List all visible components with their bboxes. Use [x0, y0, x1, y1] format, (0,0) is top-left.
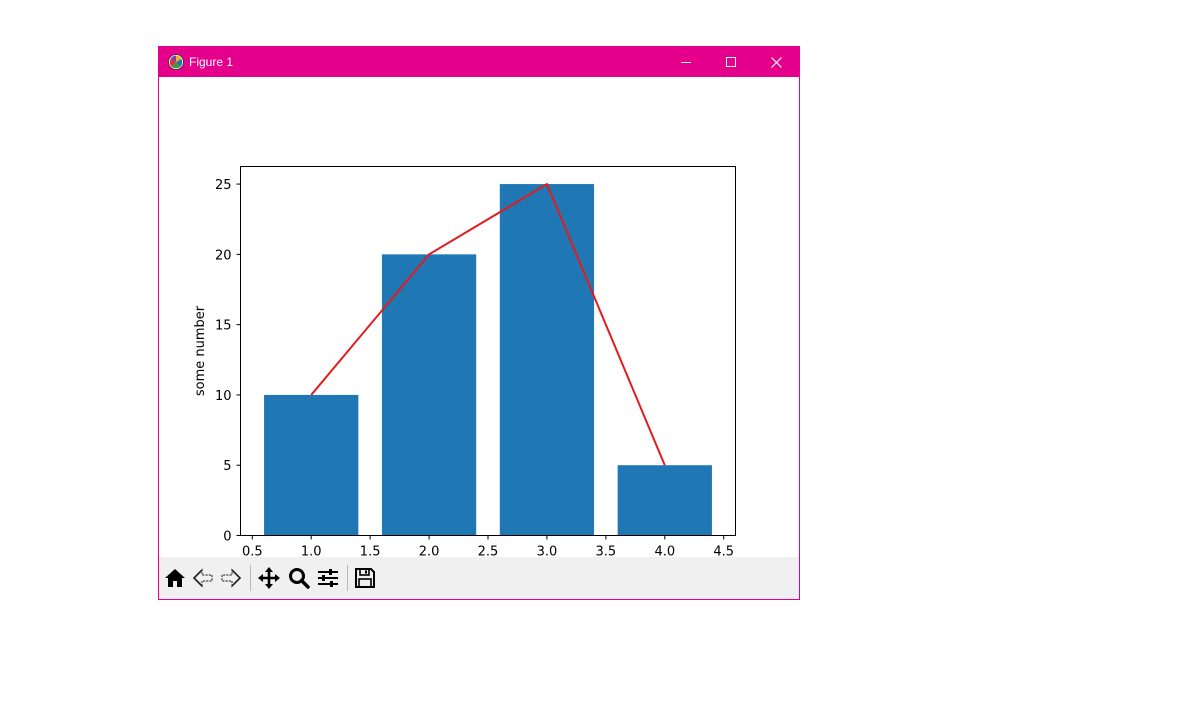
- forward-icon: [221, 568, 242, 588]
- x-tick-label: 3.0: [537, 545, 558, 558]
- x-tick-label: 1.0: [301, 545, 322, 558]
- configure-subplots-button[interactable]: [316, 566, 340, 590]
- save-button[interactable]: [353, 566, 377, 590]
- forward-button[interactable]: [219, 566, 243, 590]
- y-tick-label: 5: [223, 459, 231, 474]
- window-title: Figure 1: [189, 55, 234, 69]
- close-icon: [770, 56, 782, 68]
- bar: [617, 465, 712, 536]
- matplotlib-icon: [168, 54, 184, 70]
- title-bar[interactable]: Figure 1: [159, 47, 799, 77]
- y-axis-label: some number: [193, 305, 208, 396]
- x-tick-label: 4.0: [654, 545, 675, 558]
- maximize-icon: [726, 57, 736, 67]
- pan-icon: [258, 567, 280, 589]
- x-tick-label: 1.5: [360, 545, 381, 558]
- back-icon: [192, 568, 213, 588]
- figure-window: Figure 1 0.5 1.0 1.5 2.0 2.5 3.0 3.5 4.0 4.5 0 5 10…: [158, 46, 800, 600]
- pan-button[interactable]: [257, 566, 281, 590]
- y-tick-label: 25: [215, 178, 232, 193]
- zoom-icon: [289, 568, 310, 589]
- maximize-button[interactable]: [708, 47, 754, 77]
- line-series: [310, 182, 666, 466]
- minimize-icon: [681, 62, 691, 63]
- configure-subplots-icon: [318, 569, 338, 587]
- close-button[interactable]: [753, 47, 799, 77]
- zoom-button[interactable]: [287, 566, 311, 590]
- bar: [381, 254, 477, 536]
- home-button[interactable]: [163, 566, 187, 590]
- toolbar-separator: [347, 565, 348, 591]
- y-tick-label: 10: [215, 389, 232, 404]
- x-tick-label: 4.5: [713, 545, 734, 558]
- x-tick-label: 2.5: [478, 545, 499, 558]
- chart-plot: 0.5 1.0 1.5 2.0 2.5 3.0 3.5 4.0 4.5 0 5 10 15 20 25 som…: [193, 166, 736, 560]
- x-tick-label: 2.0: [419, 545, 440, 558]
- save-icon: [355, 568, 375, 588]
- y-tick-label: 20: [215, 248, 232, 263]
- toolbar-separator: [250, 565, 251, 591]
- figure-canvas[interactable]: 0.5 1.0 1.5 2.0 2.5 3.0 3.5 4.0 4.5 0 5 10 15 20 25 som…: [159, 77, 799, 560]
- y-tick-label: 15: [215, 319, 232, 334]
- minimize-button[interactable]: [663, 47, 709, 77]
- bar: [499, 184, 595, 536]
- x-tick-label: 0.5: [242, 545, 263, 558]
- navigation-toolbar: [159, 557, 799, 599]
- x-tick-label: 3.5: [596, 545, 617, 558]
- back-button[interactable]: [191, 566, 215, 590]
- y-tick-label: 0: [223, 530, 231, 545]
- home-icon: [165, 569, 185, 587]
- bar: [264, 394, 359, 536]
